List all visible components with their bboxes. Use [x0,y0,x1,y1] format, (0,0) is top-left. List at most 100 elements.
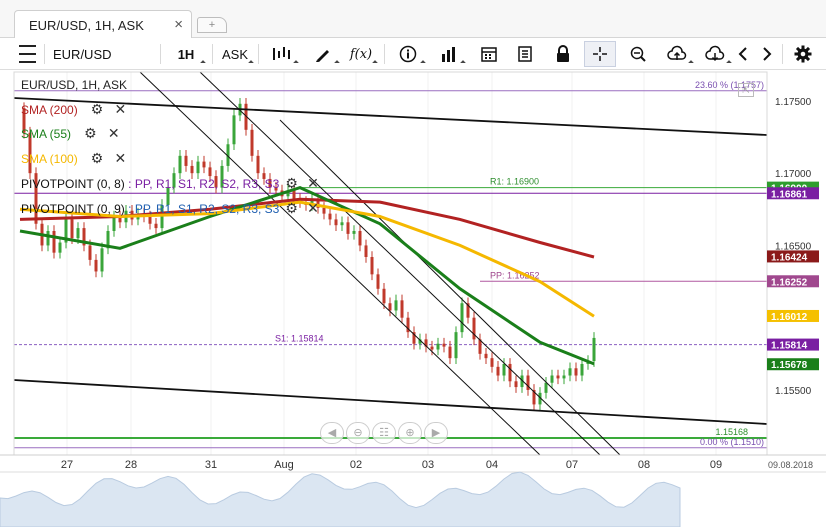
candle-body [454,332,458,359]
side-selector[interactable]: ASK [216,41,254,67]
time-tick-label: 04 [486,459,498,471]
candle-body [46,230,50,246]
reset-zoom-button[interactable]: ☷ [372,422,396,444]
price-badge-label: 1.15678 [771,360,808,371]
lock-icon [557,45,569,62]
price-badge-label: 1.15814 [771,341,808,352]
price-tick-label: 1.17500 [775,97,812,108]
candle-body [460,303,464,333]
scroll-right-button[interactable]: ▶ [424,422,448,444]
expand-icon[interactable]: ⇱ [738,83,754,97]
indicator-pivot9: PIVOTPOINT (0, 9) : PP, R1, S1, R2, S2, … [21,200,320,216]
candle-body [544,382,548,393]
candle-body [442,343,446,347]
candle-body [328,213,332,220]
reference-line-label: PP: 1.16252 [490,270,540,280]
info-button[interactable] [390,41,426,67]
candle-body [568,368,572,376]
scroll-left-button[interactable] [734,41,752,67]
price-badge-label: 1.16861 [771,189,808,200]
candle-body [226,144,230,166]
trendline-lower [13,379,768,425]
candle-body [484,353,488,359]
toolbar: EUR/USD 1H ASK f(x) [0,38,826,70]
candle-body [580,363,584,376]
calendar-icon [481,47,497,62]
channel-line-c [279,119,621,456]
price-badge [767,338,819,351]
indicator-label: SMA (100) [21,152,78,166]
tab-bar: EUR/USD, 1H, ASK × + [0,0,826,38]
gear-icon[interactable]: ⚙ [84,125,97,141]
add-tab-button[interactable]: + [197,17,227,33]
download-button[interactable] [698,41,732,67]
price-badge [767,358,819,371]
zoom-out-button[interactable]: ⊖ [346,422,370,444]
sma-series-line [19,185,595,366]
candle-body [76,228,80,239]
candle-body [550,375,554,383]
indicators-button[interactable]: f(x) [344,41,378,67]
gear-icon[interactable]: ⚙ [285,175,298,191]
candle-body [538,392,542,405]
close-icon[interactable]: ✕ [307,175,319,191]
trendline-upper [13,97,768,136]
candle-body [340,222,344,226]
candle-body [400,300,404,318]
zoom-button[interactable] [622,41,654,67]
timeframe-selector[interactable]: 1H [166,41,206,67]
time-tick-label: 08 [638,459,650,471]
volume-button[interactable] [432,41,466,67]
upload-button[interactable] [660,41,694,67]
pencil-icon [316,50,329,62]
candle-body [466,303,470,318]
candle-body [436,343,440,350]
candle-body [274,187,278,191]
time-tick-label: 03 [422,459,434,471]
indicator-sma100: SMA (100) ⚙ ✕ [21,150,127,166]
settings-button[interactable] [790,41,816,67]
channel-line-b [199,71,601,456]
candle-body [376,274,380,289]
tab-close-icon[interactable]: × [174,16,183,33]
price-chart[interactable]: 23.60 % (1.1757) R1: 1.16900 PP: 1.16252 S1… [0,70,826,527]
lock-button[interactable] [548,41,578,67]
candle-body [394,300,398,311]
gear-icon[interactable]: ⚙ [285,200,298,216]
candle-body [106,230,110,249]
candle-body [256,155,260,174]
scroll-right-button[interactable] [758,41,776,67]
candle-body [502,363,506,376]
price-badge-label: 1.16252 [771,277,808,288]
toolbar-divider [782,44,783,64]
bar-chart-icon [442,47,455,62]
gear-icon[interactable]: ⚙ [90,101,104,117]
candle-body [352,230,356,234]
close-icon[interactable]: ✕ [114,150,127,166]
close-icon[interactable]: ✕ [307,200,319,216]
menu-icon[interactable] [12,41,42,67]
time-tick-label: 28 [125,459,137,471]
drawing-tools-button[interactable] [306,41,340,67]
close-icon[interactable]: ✕ [107,125,120,141]
candle-body [112,216,116,231]
calendar-button[interactable] [472,41,506,67]
chart-type-button[interactable] [263,41,299,67]
toolbar-divider [212,44,213,64]
news-button[interactable] [510,41,540,67]
candle-body [64,219,68,243]
crosshair-button[interactable] [584,41,616,67]
candle-body [520,375,524,388]
price-badge [767,309,819,322]
candle-body [190,165,194,174]
candle-body [232,115,236,145]
candle-body [316,199,320,208]
gear-icon[interactable]: ⚙ [90,150,104,166]
zoom-icon [630,46,646,62]
symbol-selector[interactable]: EUR/USD [53,46,112,62]
zoom-in-button[interactable]: ⊕ [398,422,422,444]
close-icon[interactable]: ✕ [114,101,127,117]
candle-body [154,223,158,229]
scroll-left-button[interactable]: ◀ [320,422,344,444]
chart-tab[interactable]: EUR/USD, 1H, ASK × [14,10,192,38]
